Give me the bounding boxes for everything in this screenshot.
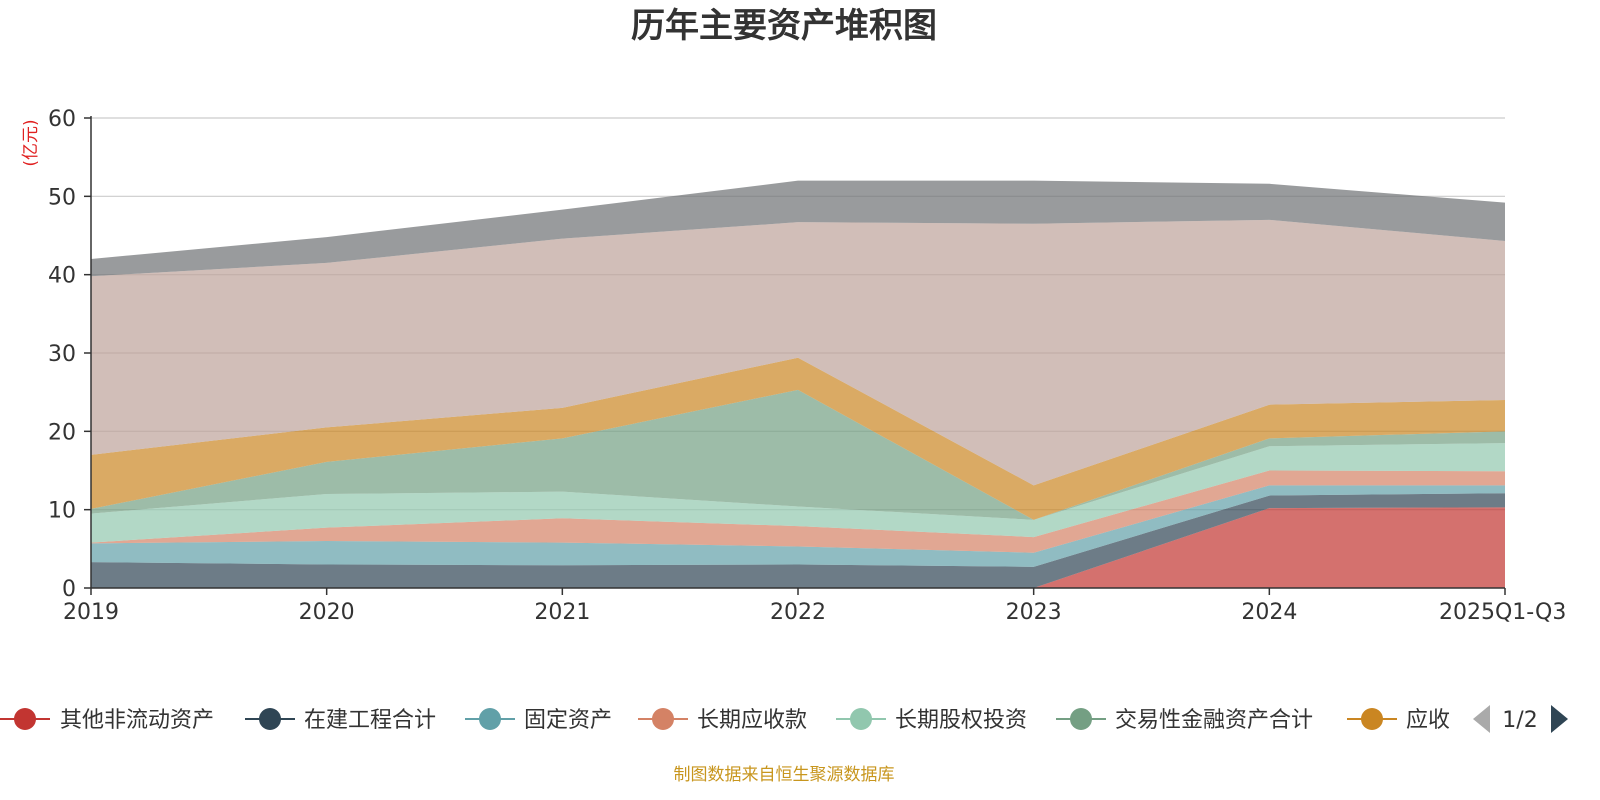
area-series: [91, 180, 1505, 588]
area-固定资产: [91, 485, 1505, 567]
y-tick-label: 40: [48, 264, 76, 289]
area-货币资金: [91, 219, 1505, 486]
legend-marker: [1070, 708, 1092, 730]
chart-title: 历年主要资产堆积图: [631, 6, 937, 46]
legend-item[interactable]: 长期股权投资: [836, 708, 1027, 733]
y-tick-label: 0: [62, 577, 76, 602]
legend-label: 应收: [1406, 708, 1450, 733]
x-tick-label: 2022: [770, 600, 826, 625]
y-tick-label: 60: [48, 107, 76, 132]
y-tick-label: 50: [48, 185, 76, 210]
legend-item[interactable]: 固定资产: [465, 708, 612, 733]
y-tick-label: 30: [48, 342, 76, 367]
x-tick-label: 2021: [534, 600, 590, 625]
y-axis-unit: (亿元): [21, 119, 41, 166]
area-其他: [91, 180, 1505, 277]
area-在建工程合计: [91, 493, 1505, 588]
legend: 其他非流动资产 在建工程合计 固定资产 长期应收款 长期股权投资 交易性金融资产合计 应收: [0, 708, 1450, 733]
legend-pager: 1/2: [1473, 705, 1568, 733]
legend-item[interactable]: 应收: [1347, 708, 1450, 733]
legend-item[interactable]: 在建工程合计: [245, 708, 436, 733]
legend-marker: [652, 708, 674, 730]
legend-page-indicator: 1/2: [1502, 708, 1537, 733]
legend-item[interactable]: 其他非流动资产: [0, 708, 214, 733]
area-其他非流动资产: [91, 507, 1505, 588]
legend-marker: [1361, 708, 1383, 730]
legend-label: 长期股权投资: [895, 708, 1027, 733]
legend-marker: [259, 708, 281, 730]
axes: 0 10 20 30 40 50 60 2019 2020 2021 2022 2023 2024 202…: [48, 107, 1566, 625]
legend-label: 长期应收款: [697, 708, 807, 733]
legend-label: 固定资产: [524, 708, 612, 733]
legend-label: 其他非流动资产: [60, 708, 214, 733]
legend-marker: [479, 708, 501, 730]
legend-prev-arrow-icon[interactable]: [1473, 705, 1490, 733]
area-长期应收款: [91, 470, 1505, 553]
x-tick-label: 2023: [1006, 600, 1062, 625]
area-应收账款: [91, 357, 1505, 520]
legend-item[interactable]: 交易性金融资产合计: [1056, 708, 1313, 733]
x-tick-label: 2025Q1-Q3: [1439, 600, 1566, 625]
x-tick-label: 2019: [63, 600, 119, 625]
y-tick-label: 10: [48, 499, 76, 524]
legend-next-arrow-icon[interactable]: [1551, 705, 1568, 733]
legend-marker: [14, 708, 36, 730]
source-note: 制图数据来自恒生聚源数据库: [674, 765, 895, 785]
x-tick-label: 2024: [1241, 600, 1297, 625]
y-tick-label: 20: [48, 420, 76, 445]
x-tick-label: 2020: [299, 600, 355, 625]
legend-marker: [850, 708, 872, 730]
legend-label: 在建工程合计: [304, 708, 436, 733]
area-长期股权投资: [91, 443, 1505, 543]
area-交易性金融资产合计: [91, 389, 1505, 520]
legend-item[interactable]: 长期应收款: [638, 708, 807, 733]
legend-label: 交易性金融资产合计: [1115, 708, 1313, 733]
